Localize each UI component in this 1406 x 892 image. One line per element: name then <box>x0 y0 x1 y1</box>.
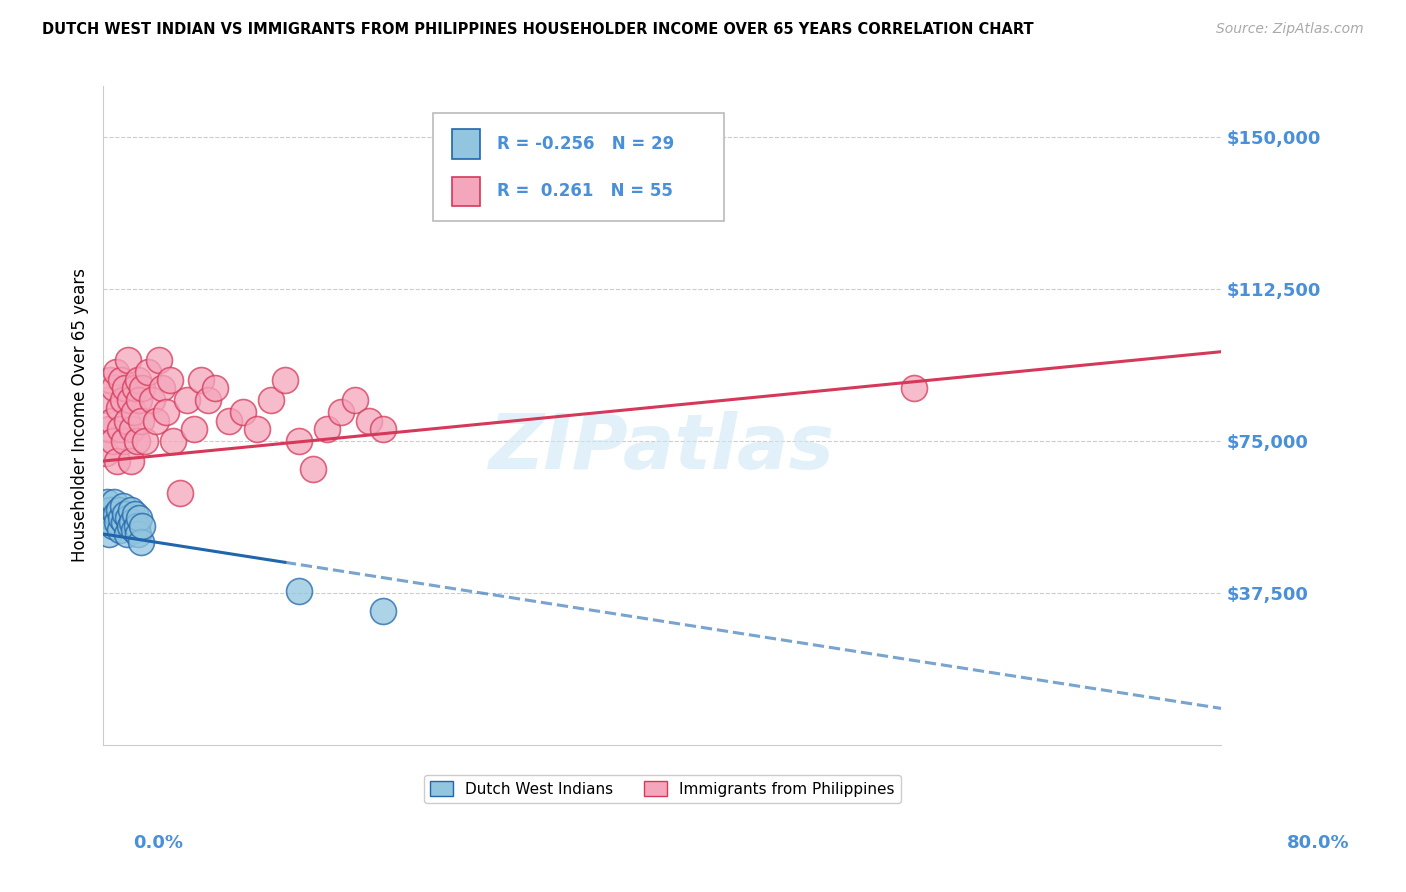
Text: R =  0.261   N = 55: R = 0.261 N = 55 <box>496 182 672 201</box>
Point <box>329 405 352 419</box>
Point <box>357 413 380 427</box>
Legend: Dutch West Indians, Immigrants from Philippines: Dutch West Indians, Immigrants from Phil… <box>425 774 901 803</box>
Point <box>288 434 311 448</box>
Y-axis label: Householder Income Over 65 years: Householder Income Over 65 years <box>72 268 89 563</box>
Point <box>117 352 139 367</box>
Point <box>190 373 212 387</box>
Point <box>218 413 240 427</box>
Point <box>96 393 118 408</box>
Point <box>204 381 226 395</box>
Point <box>100 413 122 427</box>
Point <box>94 446 117 460</box>
Point <box>131 381 153 395</box>
Point <box>98 502 121 516</box>
FancyBboxPatch shape <box>453 129 479 159</box>
Point <box>111 499 134 513</box>
Point <box>127 527 149 541</box>
Point <box>128 510 150 524</box>
Point <box>343 393 366 408</box>
Point <box>274 373 297 387</box>
Point <box>131 519 153 533</box>
Text: 0.0%: 0.0% <box>134 834 184 852</box>
Point <box>301 462 323 476</box>
Point <box>104 507 127 521</box>
Point <box>124 381 146 395</box>
Point <box>94 515 117 529</box>
Point <box>134 434 156 448</box>
Point <box>104 365 127 379</box>
Point <box>98 373 121 387</box>
Point <box>371 604 394 618</box>
Point <box>114 507 136 521</box>
Point <box>121 515 143 529</box>
Point <box>118 393 141 408</box>
Point <box>96 494 118 508</box>
Point <box>97 422 120 436</box>
Point <box>129 413 152 427</box>
Point <box>103 494 125 508</box>
Point <box>121 422 143 436</box>
Point <box>108 422 131 436</box>
Point <box>101 434 124 448</box>
Point <box>183 422 205 436</box>
Point <box>315 422 337 436</box>
Point <box>111 393 134 408</box>
Point <box>124 507 146 521</box>
Point <box>110 373 132 387</box>
Point <box>260 393 283 408</box>
Point <box>114 381 136 395</box>
Point <box>112 434 135 448</box>
Point <box>101 519 124 533</box>
Point <box>110 510 132 524</box>
Point <box>105 515 128 529</box>
Point <box>197 393 219 408</box>
Point <box>145 413 167 427</box>
Point <box>288 583 311 598</box>
Point <box>108 523 131 537</box>
Text: R = -0.256   N = 29: R = -0.256 N = 29 <box>496 135 673 153</box>
Point <box>115 527 138 541</box>
Point <box>100 510 122 524</box>
Point <box>120 454 142 468</box>
Point <box>903 381 925 395</box>
Point <box>97 527 120 541</box>
Point <box>103 381 125 395</box>
Point <box>125 434 148 448</box>
Point <box>148 352 170 367</box>
Point <box>115 413 138 427</box>
Point <box>176 393 198 408</box>
Point <box>122 523 145 537</box>
Point <box>371 422 394 436</box>
Point <box>105 454 128 468</box>
Point <box>246 422 269 436</box>
Point <box>155 405 177 419</box>
FancyBboxPatch shape <box>453 177 479 206</box>
Point <box>169 486 191 500</box>
Point <box>127 373 149 387</box>
Point <box>125 519 148 533</box>
Point <box>150 381 173 395</box>
Point <box>122 405 145 419</box>
Point <box>129 535 152 549</box>
Point <box>162 434 184 448</box>
Point <box>232 405 254 419</box>
Point <box>107 502 129 516</box>
FancyBboxPatch shape <box>433 112 724 221</box>
Point <box>136 365 159 379</box>
Point <box>107 401 129 416</box>
Point <box>128 393 150 408</box>
Text: Source: ZipAtlas.com: Source: ZipAtlas.com <box>1216 22 1364 37</box>
Point <box>120 502 142 516</box>
Text: 80.0%: 80.0% <box>1286 834 1350 852</box>
Point <box>141 393 163 408</box>
Point <box>159 373 181 387</box>
Point <box>118 519 141 533</box>
Point <box>112 515 135 529</box>
Point <box>117 510 139 524</box>
Text: ZIPatlas: ZIPatlas <box>489 411 835 485</box>
Text: DUTCH WEST INDIAN VS IMMIGRANTS FROM PHILIPPINES HOUSEHOLDER INCOME OVER 65 YEAR: DUTCH WEST INDIAN VS IMMIGRANTS FROM PHI… <box>42 22 1033 37</box>
